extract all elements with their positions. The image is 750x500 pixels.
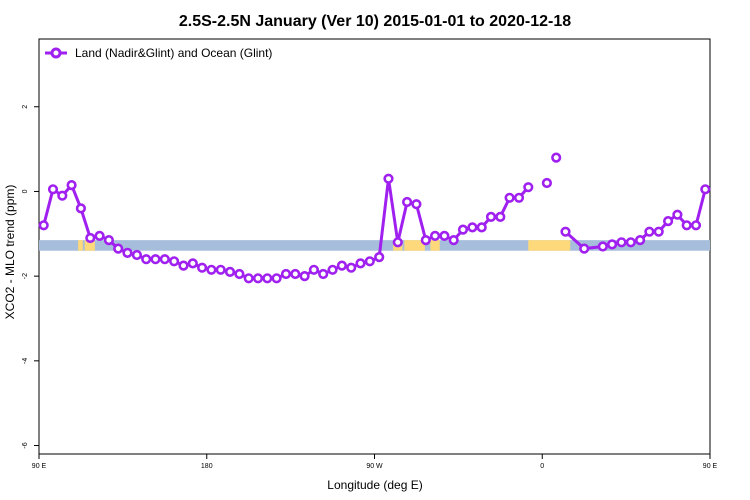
data-point — [402, 196, 413, 208]
data-point — [57, 190, 68, 201]
data-point — [485, 211, 497, 222]
data-point — [457, 224, 469, 235]
data-point — [122, 247, 133, 258]
land-segment — [84, 240, 95, 251]
y-axis-ticks: 2 0 -2 -4 -6 — [22, 105, 39, 449]
data-point — [215, 264, 226, 275]
data-point — [131, 249, 142, 261]
land-segment — [430, 240, 440, 251]
data-point — [308, 264, 320, 275]
legend: Land (Nadir&Glint) and Ocean (Glint) — [45, 46, 272, 60]
data-point — [430, 230, 441, 241]
data-point — [113, 243, 124, 254]
data-point — [197, 262, 208, 273]
data-point — [299, 271, 310, 282]
data-point — [159, 254, 170, 265]
data-point — [523, 182, 534, 193]
chart-title: 2.5S-2.5N January (Ver 10) 2015-01-01 to… — [179, 13, 571, 30]
data-point — [318, 268, 329, 280]
legend-entry: Land (Nadir&Glint) and Ocean (Glint) — [75, 46, 272, 60]
data-point — [476, 222, 487, 233]
x-tick-label: 90 E — [32, 463, 47, 470]
data-point — [616, 237, 627, 248]
y-tick-label: 0 — [22, 189, 29, 193]
data-point — [690, 220, 702, 231]
data-point — [355, 258, 366, 269]
data-point — [243, 273, 254, 284]
y-axis-label: XCO2 - MLO trend (ppm) — [3, 185, 17, 320]
data-point — [346, 262, 357, 273]
x-axis-ticks: 90 E 180 90 W 0 90 E — [32, 454, 718, 470]
data-point — [653, 226, 664, 237]
data-point — [47, 184, 59, 195]
data-point — [364, 256, 375, 267]
data-point — [103, 235, 114, 246]
data-point — [700, 184, 711, 195]
data-point — [420, 235, 431, 246]
data-point — [290, 268, 301, 280]
data-point — [662, 216, 674, 227]
data-point — [551, 152, 562, 163]
data-point — [38, 220, 49, 231]
data-point — [66, 180, 77, 191]
x-tick-label: 90 E — [703, 463, 718, 470]
data-point — [681, 220, 692, 231]
series-layer — [38, 152, 711, 284]
data-point — [327, 264, 338, 275]
data-point — [94, 230, 105, 241]
x-tick-label: 90 W — [366, 463, 383, 470]
data-point — [495, 211, 506, 222]
land-segment — [528, 240, 571, 251]
data-point — [439, 230, 450, 241]
y-tick-label: -4 — [22, 358, 29, 364]
data-point — [252, 273, 264, 284]
data-point — [513, 192, 525, 203]
y-tick-label: -2 — [22, 273, 29, 279]
y-tick-label: 2 — [22, 105, 29, 109]
data-point — [150, 254, 161, 265]
data-point — [85, 232, 96, 244]
x-axis-label: Longitude (deg E) — [327, 478, 422, 492]
data-point — [206, 264, 217, 275]
data-point — [224, 266, 236, 278]
data-point — [383, 173, 394, 184]
data-point — [280, 268, 292, 280]
data-point — [392, 237, 403, 248]
series-line — [42, 177, 530, 280]
data-point — [178, 260, 189, 271]
data-point — [262, 273, 273, 284]
data-point — [504, 192, 515, 203]
data-point — [448, 235, 459, 246]
x-tick-label: 0 — [540, 463, 544, 470]
ocean-band — [39, 240, 710, 251]
data-point — [75, 203, 86, 214]
data-point — [411, 199, 422, 210]
legend-marker — [50, 47, 62, 59]
land-segment — [78, 240, 83, 251]
data-point — [169, 256, 180, 267]
data-point — [541, 177, 553, 189]
data-point — [271, 273, 282, 284]
data-point — [560, 226, 571, 237]
data-point — [336, 260, 348, 271]
data-point — [579, 243, 590, 254]
y-tick-label: -6 — [22, 442, 29, 448]
data-point — [644, 226, 655, 237]
land-segment — [404, 240, 425, 251]
data-point — [187, 258, 198, 269]
data-point — [467, 222, 478, 233]
data-point — [374, 252, 385, 263]
data-point — [606, 239, 618, 250]
x-tick-label: 180 — [201, 463, 213, 470]
data-point — [597, 241, 608, 252]
data-point — [141, 254, 152, 265]
data-point — [672, 209, 683, 220]
data-point — [625, 237, 636, 248]
data-point — [634, 235, 646, 246]
data-point — [234, 268, 245, 280]
